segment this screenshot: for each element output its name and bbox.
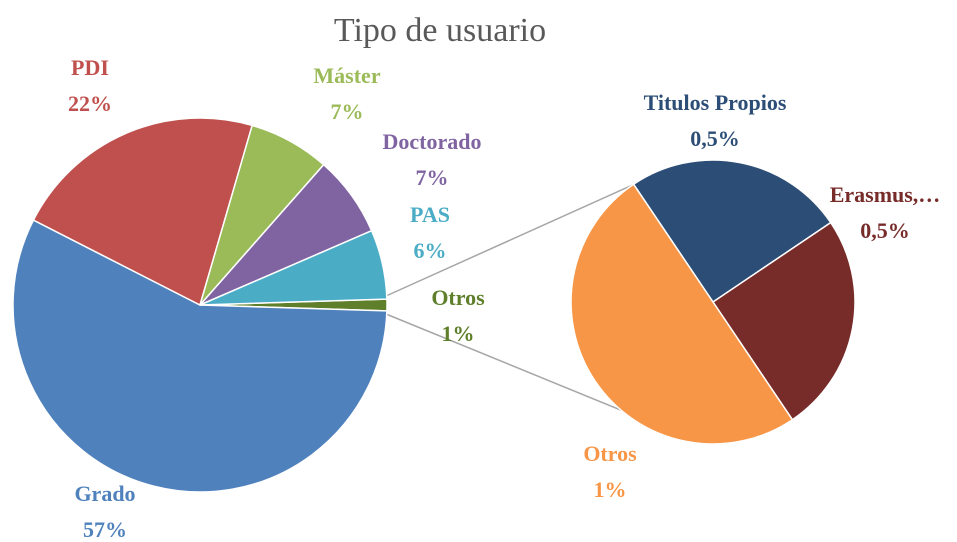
connector-line xyxy=(385,182,638,297)
pie-slice xyxy=(711,221,856,421)
connector-line xyxy=(385,313,641,419)
slice-label: PAS xyxy=(410,202,450,227)
slice-label: Erasmus,… xyxy=(830,182,941,207)
pie-slice xyxy=(570,183,794,445)
slice-value-label: 0,5% xyxy=(860,218,910,243)
slice-value-label: 7% xyxy=(331,99,364,124)
pie-slice xyxy=(632,159,832,304)
slice-label: Titulos Propios xyxy=(644,90,787,115)
slice-label: Otros xyxy=(583,441,637,466)
slice-value-label: 6% xyxy=(414,238,447,263)
pie-slice xyxy=(199,229,388,306)
slice-value-label: 0,5% xyxy=(690,126,740,151)
slice-value-label: 1% xyxy=(442,321,475,346)
slice-value-label: 1% xyxy=(594,477,627,502)
slice-value-label: 22% xyxy=(68,91,112,116)
slice-label: PDI xyxy=(71,55,109,80)
slice-value-label: 7% xyxy=(416,165,449,190)
slice-label: Otros xyxy=(431,285,485,310)
slice-label: Grado xyxy=(74,481,135,506)
chart-title: Tipo de usuario xyxy=(334,12,546,49)
pie-slice xyxy=(12,219,388,493)
slice-label: Doctorado xyxy=(383,129,482,154)
pie-slice xyxy=(32,117,254,307)
slice-value-label: 57% xyxy=(83,517,127,542)
slice-label: Máster xyxy=(313,63,380,88)
